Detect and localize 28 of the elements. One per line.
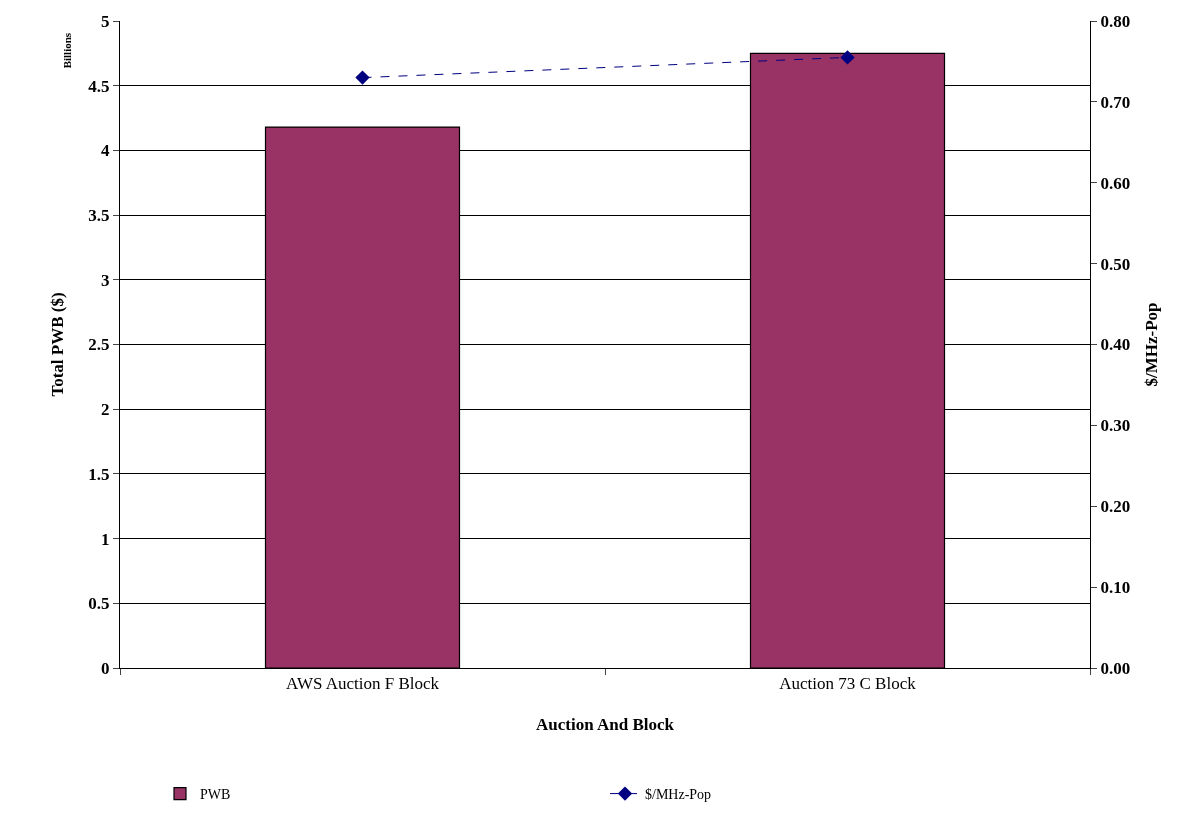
y-tick-label: 0.5 [88, 594, 110, 614]
y2-tick-label: 0.30 [1100, 416, 1131, 436]
y-axis-title: Total PWB ($) [47, 292, 67, 397]
y2-tick-label: 0.00 [1100, 658, 1131, 678]
y2-tick-label: 0.80 [1100, 11, 1131, 31]
legend-label: $/MHz-Pop [645, 787, 712, 803]
y-tick-label: 1 [101, 529, 110, 549]
y-tick-label: 3 [101, 270, 110, 290]
y-tick-label: 4.5 [88, 76, 110, 96]
y2-tick-label: 0.50 [1100, 254, 1131, 274]
y-tick-label: 2 [101, 400, 110, 420]
y2-tick-label: 0.60 [1100, 173, 1131, 193]
y-tick-label: 5 [101, 11, 110, 31]
y2-tick-label: 0.10 [1100, 578, 1131, 598]
y-tick-label: 3.5 [88, 206, 110, 226]
text: Billions [60, 32, 73, 69]
legend-label: PWB [200, 787, 231, 803]
y-tick-label: 1.5 [88, 464, 110, 484]
y2-tick-label: 0.40 [1100, 335, 1131, 355]
y-tick-label: 2.5 [88, 335, 110, 355]
y-tick-label: 4 [101, 141, 111, 161]
x-tick-label: Auction 73 C Block [779, 674, 917, 694]
y-tick-label: 0 [101, 658, 110, 678]
y2-tick-label: 0.20 [1100, 497, 1131, 517]
x-tick-label: AWS Auction F Block [285, 674, 440, 694]
y2-tick-label: 0.70 [1100, 92, 1131, 112]
y2-axis-title: $/MHz-Pop [1141, 302, 1161, 387]
x-axis-title: Auction And Block [536, 714, 675, 734]
